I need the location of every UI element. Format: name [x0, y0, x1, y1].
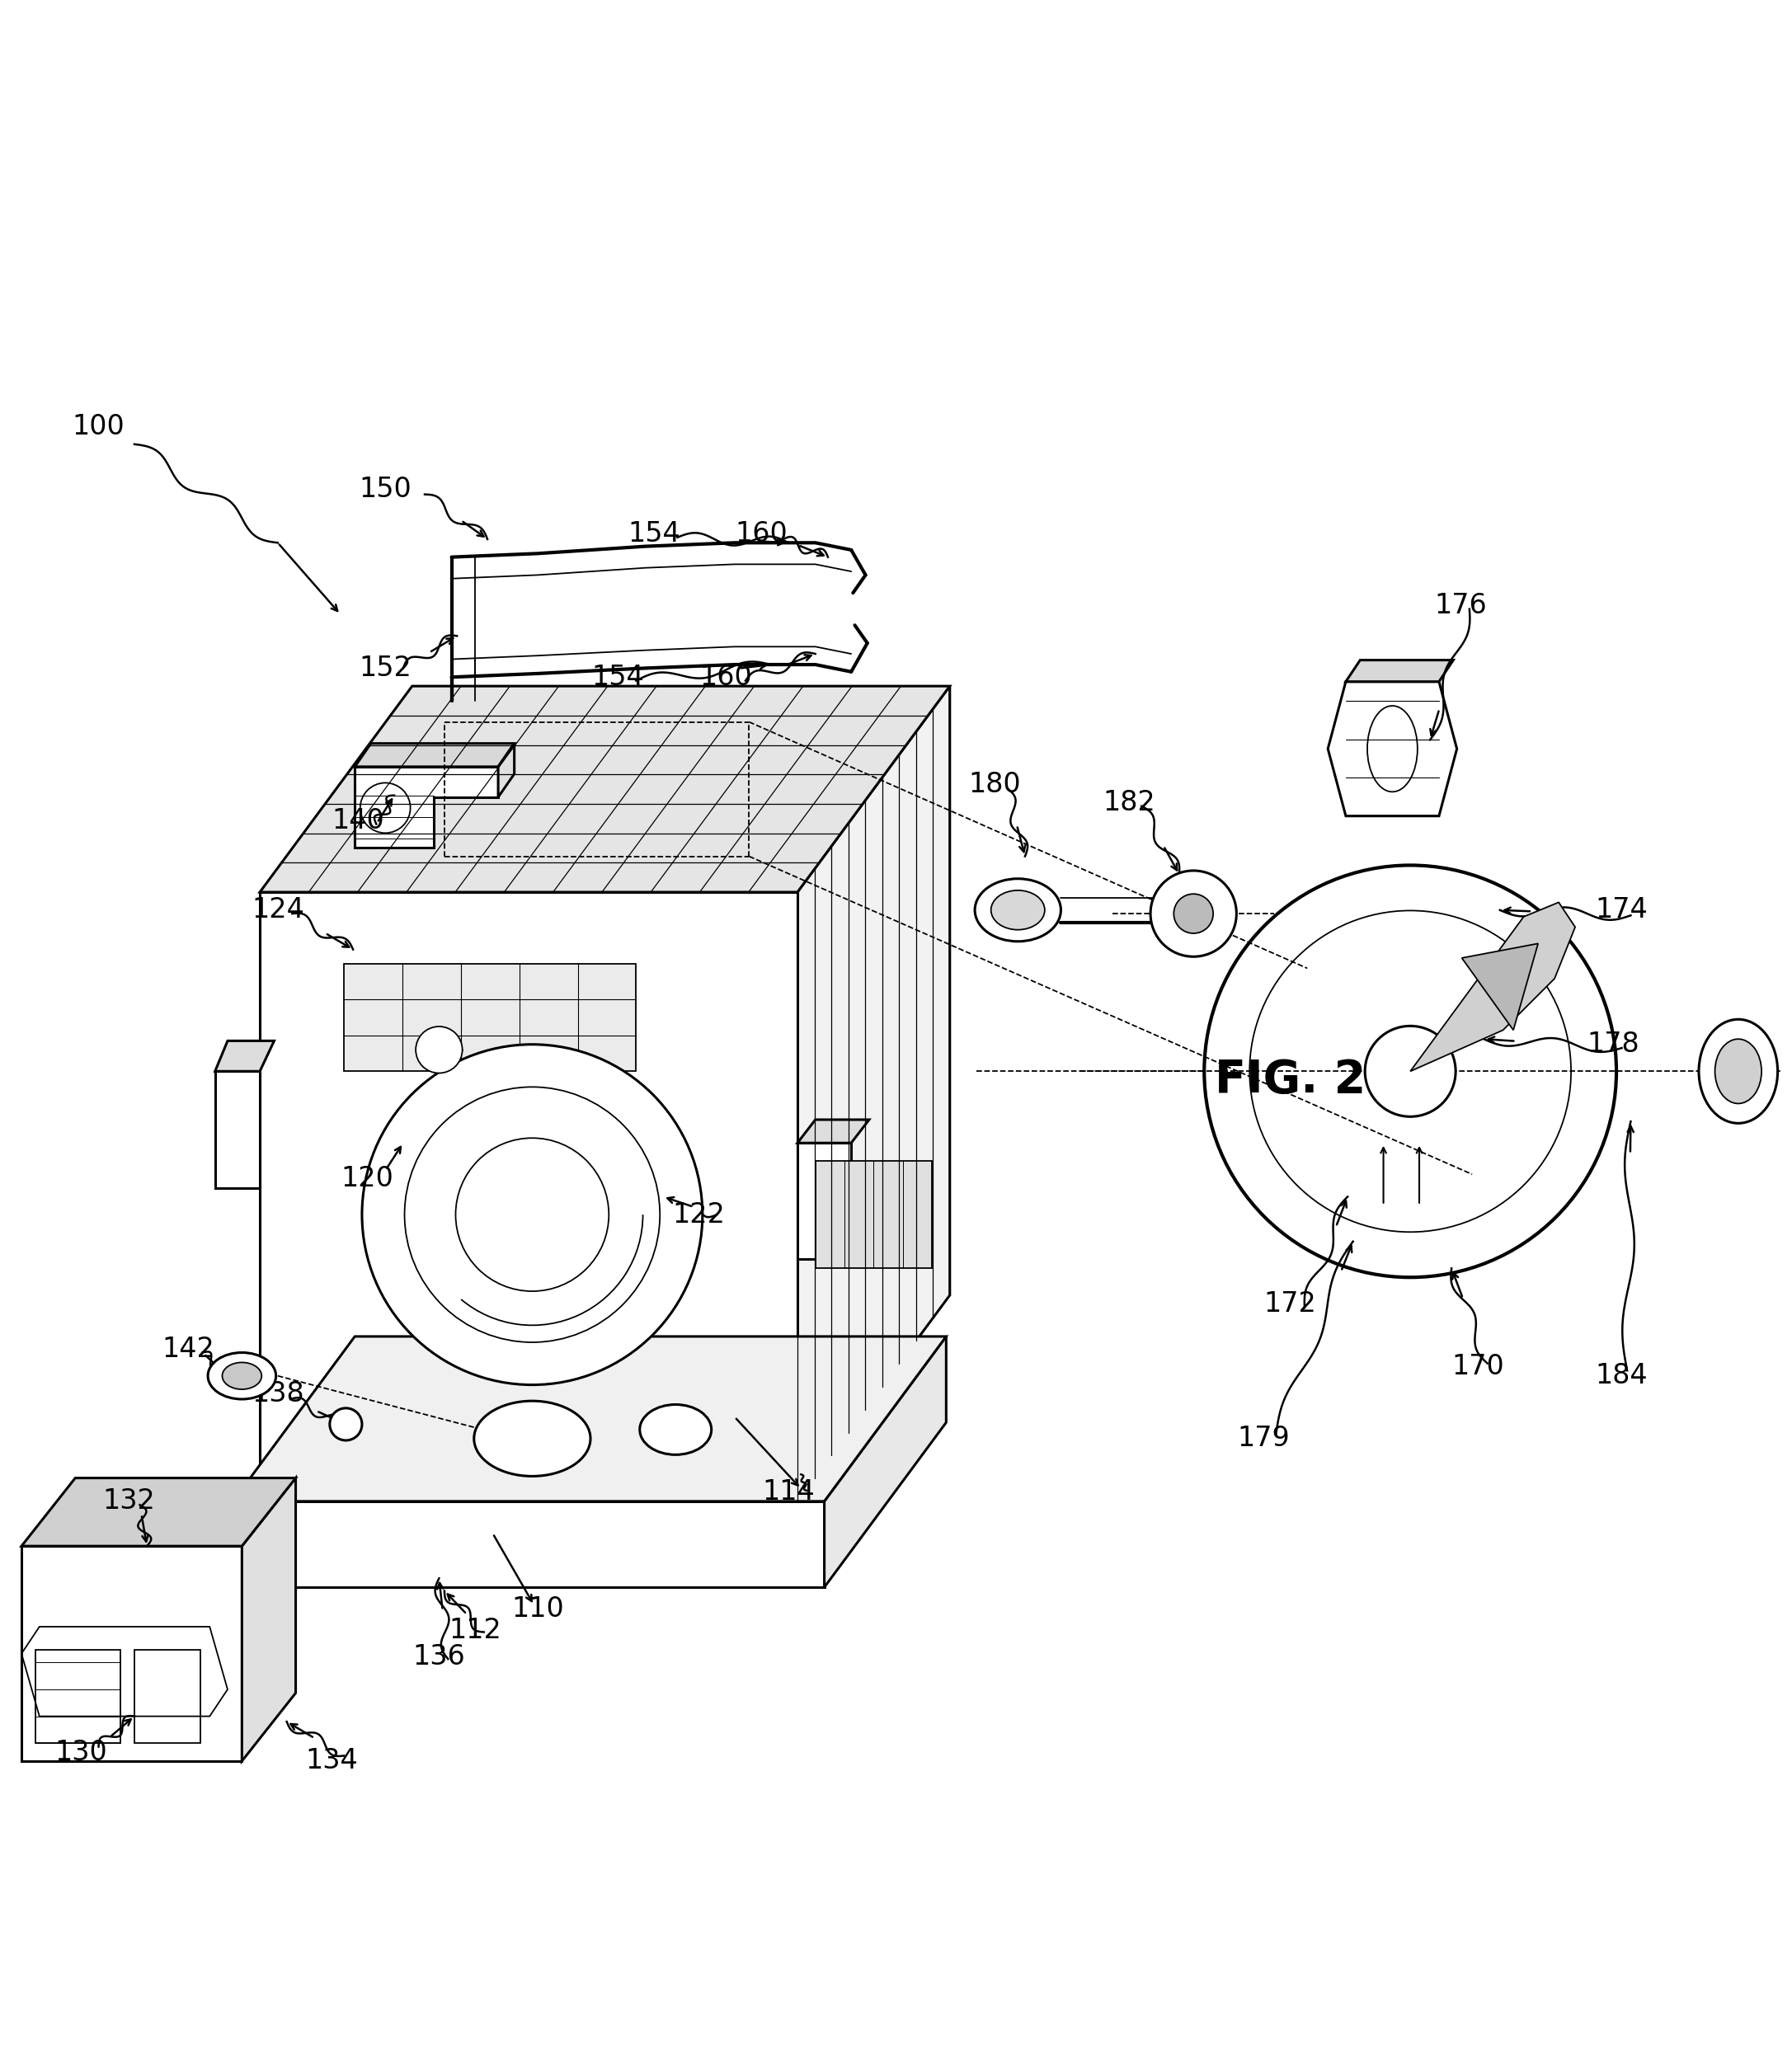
Text: 182: 182: [1102, 788, 1156, 817]
Polygon shape: [22, 1478, 296, 1546]
Text: 130: 130: [54, 1739, 108, 1766]
Text: 176: 176: [1434, 591, 1487, 620]
Ellipse shape: [473, 1400, 591, 1476]
Text: 174: 174: [1595, 897, 1649, 924]
Circle shape: [362, 1045, 702, 1386]
Text: 110: 110: [511, 1595, 564, 1622]
Text: 112: 112: [448, 1616, 502, 1644]
Polygon shape: [797, 1144, 851, 1258]
Text: 136: 136: [412, 1644, 466, 1671]
Ellipse shape: [208, 1353, 276, 1400]
Text: 100: 100: [72, 413, 125, 439]
Text: 140: 140: [332, 807, 385, 834]
Polygon shape: [260, 893, 797, 1501]
Polygon shape: [498, 743, 514, 797]
Ellipse shape: [222, 1363, 262, 1390]
Polygon shape: [344, 963, 636, 1072]
Text: 150: 150: [358, 476, 412, 503]
Circle shape: [1174, 893, 1213, 934]
Circle shape: [1150, 870, 1236, 957]
Polygon shape: [215, 1072, 260, 1189]
Polygon shape: [242, 1478, 296, 1761]
Polygon shape: [355, 743, 514, 766]
Polygon shape: [215, 1041, 274, 1072]
Polygon shape: [824, 1337, 946, 1587]
Polygon shape: [22, 1546, 242, 1761]
Ellipse shape: [1715, 1039, 1762, 1105]
Text: 154: 154: [627, 519, 681, 548]
Text: 124: 124: [251, 897, 305, 924]
Text: 172: 172: [1263, 1291, 1317, 1318]
Text: 170: 170: [1452, 1353, 1505, 1380]
Polygon shape: [260, 686, 950, 893]
Text: FIG. 2: FIG. 2: [1215, 1057, 1366, 1102]
Ellipse shape: [640, 1404, 711, 1456]
Polygon shape: [355, 766, 498, 848]
Polygon shape: [1410, 903, 1575, 1072]
Ellipse shape: [330, 1408, 362, 1441]
Text: 178: 178: [1586, 1031, 1640, 1057]
Text: 134: 134: [305, 1747, 358, 1774]
Text: 120: 120: [340, 1166, 394, 1193]
Circle shape: [1204, 864, 1616, 1277]
Text: 132: 132: [102, 1488, 156, 1515]
Polygon shape: [233, 1337, 946, 1501]
Circle shape: [416, 1026, 462, 1074]
Text: 122: 122: [672, 1201, 726, 1228]
Text: 184: 184: [1595, 1363, 1649, 1390]
Polygon shape: [1328, 682, 1457, 815]
Polygon shape: [797, 1119, 869, 1144]
Text: 142: 142: [161, 1334, 215, 1363]
Ellipse shape: [1699, 1020, 1778, 1123]
Text: 138: 138: [251, 1380, 305, 1408]
Ellipse shape: [991, 891, 1045, 930]
Text: 154: 154: [591, 663, 645, 690]
Text: 152: 152: [358, 655, 412, 682]
Circle shape: [1366, 1026, 1455, 1117]
Polygon shape: [1346, 661, 1453, 682]
Text: 160: 160: [735, 519, 788, 548]
Polygon shape: [815, 1160, 932, 1269]
Text: 114: 114: [762, 1478, 815, 1507]
Ellipse shape: [975, 879, 1061, 942]
Text: 160: 160: [699, 663, 753, 690]
Text: 179: 179: [1236, 1425, 1290, 1451]
Polygon shape: [1462, 944, 1538, 1031]
Polygon shape: [797, 686, 950, 1501]
Text: 180: 180: [968, 772, 1021, 799]
Polygon shape: [233, 1501, 824, 1587]
